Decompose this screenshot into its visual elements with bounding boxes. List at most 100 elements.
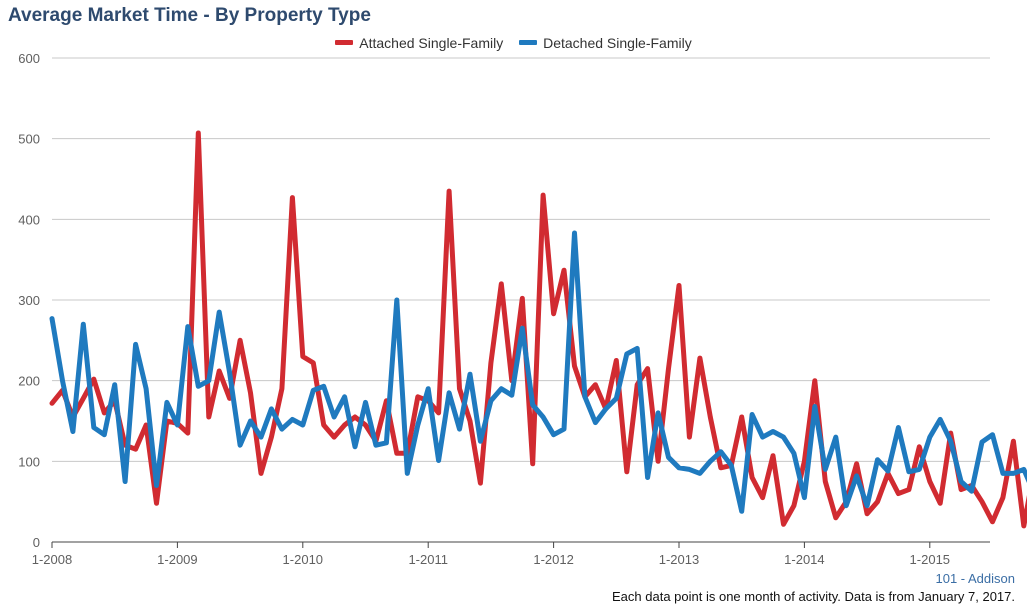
point-detached[interactable]: [1021, 467, 1026, 472]
point-detached[interactable]: [729, 463, 734, 468]
point-detached[interactable]: [311, 388, 316, 393]
point-attached[interactable]: [217, 368, 222, 373]
point-attached[interactable]: [50, 401, 55, 406]
point-detached[interactable]: [823, 467, 828, 472]
point-attached[interactable]: [739, 414, 744, 419]
point-detached[interactable]: [603, 406, 608, 411]
point-attached[interactable]: [133, 447, 138, 452]
point-detached[interactable]: [499, 386, 504, 391]
legend-item-detached[interactable]: Detached Single-Family: [519, 35, 692, 51]
point-detached[interactable]: [175, 423, 180, 428]
point-detached[interactable]: [844, 503, 849, 508]
point-detached[interactable]: [1000, 471, 1005, 476]
point-attached[interactable]: [259, 471, 264, 476]
point-attached[interactable]: [854, 461, 859, 466]
point-attached[interactable]: [196, 131, 201, 136]
point-attached[interactable]: [833, 515, 838, 520]
point-attached[interactable]: [959, 487, 964, 492]
point-attached[interactable]: [572, 364, 577, 369]
point-attached[interactable]: [154, 501, 159, 506]
point-attached[interactable]: [488, 360, 493, 365]
point-attached[interactable]: [1021, 523, 1026, 528]
point-attached[interactable]: [520, 296, 525, 301]
point-attached[interactable]: [206, 414, 211, 419]
point-attached[interactable]: [436, 410, 441, 415]
point-detached[interactable]: [321, 384, 326, 389]
point-detached[interactable]: [227, 370, 232, 375]
point-detached[interactable]: [259, 435, 264, 440]
point-detached[interactable]: [948, 439, 953, 444]
point-detached[interactable]: [645, 475, 650, 480]
point-attached[interactable]: [708, 414, 713, 419]
point-detached[interactable]: [593, 420, 598, 425]
point-detached[interactable]: [91, 425, 96, 430]
point-detached[interactable]: [123, 479, 128, 484]
point-detached[interactable]: [509, 393, 514, 398]
point-detached[interactable]: [217, 310, 222, 315]
point-attached[interactable]: [865, 511, 870, 516]
point-attached[interactable]: [896, 491, 901, 496]
point-detached[interactable]: [750, 412, 755, 417]
point-attached[interactable]: [353, 414, 358, 419]
point-attached[interactable]: [927, 479, 932, 484]
point-attached[interactable]: [990, 519, 995, 524]
point-detached[interactable]: [865, 503, 870, 508]
point-detached[interactable]: [990, 432, 995, 437]
point-detached[interactable]: [415, 423, 420, 428]
point-attached[interactable]: [771, 453, 776, 458]
point-detached[interactable]: [697, 471, 702, 476]
point-detached[interactable]: [562, 427, 567, 432]
point-attached[interactable]: [875, 499, 880, 504]
point-detached[interactable]: [70, 429, 75, 434]
point-attached[interactable]: [750, 475, 755, 480]
point-detached[interactable]: [938, 417, 943, 422]
point-attached[interactable]: [415, 394, 420, 399]
point-detached[interactable]: [635, 346, 640, 351]
point-detached[interactable]: [426, 386, 431, 391]
point-detached[interactable]: [468, 372, 473, 377]
point-attached[interactable]: [791, 503, 796, 508]
point-attached[interactable]: [760, 495, 765, 500]
point-attached[interactable]: [645, 366, 650, 371]
point-detached[interactable]: [614, 396, 619, 401]
point-attached[interactable]: [342, 423, 347, 428]
point-attached[interactable]: [677, 283, 682, 288]
point-attached[interactable]: [541, 193, 546, 198]
point-detached[interactable]: [520, 326, 525, 331]
point-detached[interactable]: [771, 429, 776, 434]
series-line-detached[interactable]: [49, 230, 1027, 514]
point-detached[interactable]: [582, 394, 587, 399]
point-detached[interactable]: [896, 425, 901, 430]
point-attached[interactable]: [363, 423, 368, 428]
point-detached[interactable]: [677, 465, 682, 470]
point-attached[interactable]: [917, 444, 922, 449]
point-detached[interactable]: [478, 439, 483, 444]
point-attached[interactable]: [551, 311, 556, 316]
point-attached[interactable]: [238, 338, 243, 343]
point-attached[interactable]: [656, 459, 661, 464]
point-detached[interactable]: [917, 467, 922, 472]
point-detached[interactable]: [447, 390, 452, 395]
point-attached[interactable]: [1011, 439, 1016, 444]
point-attached[interactable]: [279, 386, 284, 391]
point-detached[interactable]: [269, 406, 274, 411]
point-detached[interactable]: [353, 444, 358, 449]
point-detached[interactable]: [332, 414, 337, 419]
point-attached[interactable]: [468, 419, 473, 424]
point-detached[interactable]: [718, 449, 723, 454]
point-detached[interactable]: [373, 443, 378, 448]
point-detached[interactable]: [436, 458, 441, 463]
point-attached[interactable]: [980, 499, 985, 504]
point-detached[interactable]: [875, 457, 880, 462]
point-detached[interactable]: [363, 400, 368, 405]
point-attached[interactable]: [478, 481, 483, 486]
point-attached[interactable]: [938, 501, 943, 506]
point-detached[interactable]: [300, 423, 305, 428]
point-detached[interactable]: [384, 440, 389, 445]
point-attached[interactable]: [1000, 495, 1005, 500]
point-detached[interactable]: [906, 469, 911, 474]
point-attached[interactable]: [447, 189, 452, 194]
point-attached[interactable]: [718, 465, 723, 470]
point-detached[interactable]: [812, 404, 817, 409]
point-attached[interactable]: [781, 522, 786, 527]
